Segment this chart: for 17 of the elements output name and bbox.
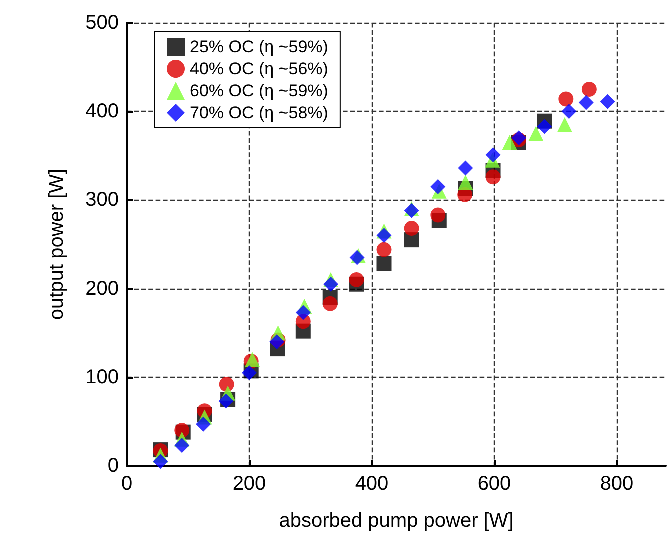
x-axis-title: absorbed pump power [W]: [279, 510, 514, 532]
legend-label: 25% OC (η ~59%): [190, 38, 328, 56]
y-tick-label: 400: [86, 100, 119, 123]
y-tick-label: 500: [86, 12, 119, 34]
y-tick-label: 200: [86, 278, 119, 300]
y-tick-label: 300: [86, 189, 119, 212]
legend-label: 60% OC (η ~59%): [190, 82, 328, 100]
y-axis-title: output power [W]: [46, 168, 68, 320]
legend-label: 40% OC (η ~56%): [190, 60, 328, 78]
x-tick-label: 400: [355, 473, 389, 495]
x-tick-label: 0: [121, 473, 133, 495]
x-tick-label: 800: [600, 473, 634, 495]
x-tick-label: 200: [232, 473, 266, 495]
y-tick-label: 0: [108, 455, 119, 477]
y-tick-label: 100: [86, 366, 119, 388]
x-tick-label: 600: [478, 473, 512, 495]
legend-label: 70% OC (η ~58%): [190, 104, 328, 122]
